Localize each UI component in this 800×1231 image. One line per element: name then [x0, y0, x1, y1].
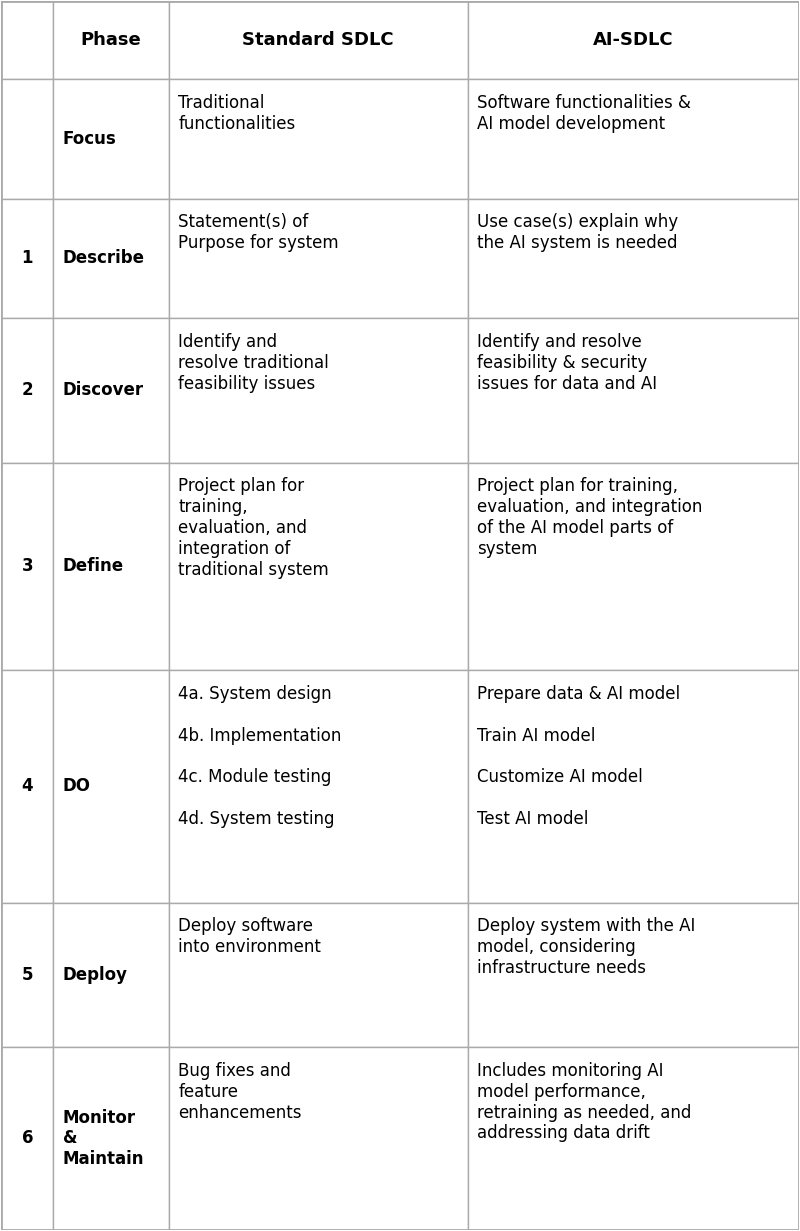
Bar: [54, 79, 169, 198]
Bar: [468, 1, 798, 79]
Text: Define: Define: [62, 558, 124, 575]
Bar: [468, 79, 798, 198]
Bar: [54, 1048, 169, 1230]
Text: Identify and resolve
feasibility & security
issues for data and AI: Identify and resolve feasibility & secur…: [478, 332, 658, 393]
Text: 1: 1: [22, 250, 33, 267]
Bar: [468, 1048, 798, 1230]
Text: Deploy: Deploy: [62, 966, 128, 984]
Bar: [54, 198, 169, 318]
Text: Use case(s) explain why
the AI system is needed: Use case(s) explain why the AI system is…: [478, 213, 678, 252]
Bar: [54, 670, 169, 902]
Text: Discover: Discover: [62, 382, 144, 400]
Bar: [169, 318, 468, 463]
Bar: [468, 198, 798, 318]
Text: DO: DO: [62, 778, 90, 795]
Bar: [2, 670, 54, 902]
Text: Monitor
&
Maintain: Monitor & Maintain: [62, 1109, 144, 1168]
Text: Describe: Describe: [62, 250, 145, 267]
Text: Statement(s) of
Purpose for system: Statement(s) of Purpose for system: [178, 213, 339, 252]
Text: AI-SDLC: AI-SDLC: [593, 31, 674, 49]
Text: Deploy system with the AI
model, considering
infrastructure needs: Deploy system with the AI model, conside…: [478, 917, 696, 977]
Bar: [169, 463, 468, 670]
Text: 5: 5: [22, 966, 33, 984]
Bar: [54, 463, 169, 670]
Text: 2: 2: [22, 382, 33, 400]
Text: 4: 4: [22, 778, 33, 795]
Bar: [169, 902, 468, 1048]
Text: 6: 6: [22, 1130, 33, 1147]
Text: Project plan for
training,
evaluation, and
integration of
traditional system: Project plan for training, evaluation, a…: [178, 478, 329, 579]
Bar: [468, 670, 798, 902]
Bar: [468, 463, 798, 670]
Bar: [54, 1, 169, 79]
Bar: [468, 318, 798, 463]
Bar: [2, 318, 54, 463]
Bar: [2, 79, 54, 198]
Text: Deploy software
into environment: Deploy software into environment: [178, 917, 322, 956]
Bar: [54, 318, 169, 463]
Text: Bug fixes and
feature
enhancements: Bug fixes and feature enhancements: [178, 1062, 302, 1121]
Bar: [468, 902, 798, 1048]
Text: Traditional
functionalities: Traditional functionalities: [178, 94, 296, 133]
Text: Phase: Phase: [81, 31, 142, 49]
Text: Project plan for training,
evaluation, and integration
of the AI model parts of
: Project plan for training, evaluation, a…: [478, 478, 702, 558]
Bar: [2, 1048, 54, 1230]
Bar: [2, 1, 54, 79]
Text: Prepare data & AI model

Train AI model

Customize AI model

Test AI model: Prepare data & AI model Train AI model C…: [478, 684, 681, 827]
Text: Standard SDLC: Standard SDLC: [242, 31, 394, 49]
Text: Includes monitoring AI
model performance,
retraining as needed, and
addressing d: Includes monitoring AI model performance…: [478, 1062, 692, 1142]
Text: Focus: Focus: [62, 130, 117, 148]
Bar: [169, 1048, 468, 1230]
Text: Software functionalities &
AI model development: Software functionalities & AI model deve…: [478, 94, 691, 133]
Bar: [169, 79, 468, 198]
Bar: [169, 1, 468, 79]
Bar: [2, 902, 54, 1048]
Bar: [169, 670, 468, 902]
Bar: [54, 902, 169, 1048]
Text: Identify and
resolve traditional
feasibility issues: Identify and resolve traditional feasibi…: [178, 332, 329, 393]
Bar: [169, 198, 468, 318]
Text: 3: 3: [22, 558, 33, 575]
Text: 4a. System design

4b. Implementation

4c. Module testing

4d. System testing: 4a. System design 4b. Implementation 4c.…: [178, 684, 342, 827]
Bar: [2, 198, 54, 318]
Bar: [2, 463, 54, 670]
